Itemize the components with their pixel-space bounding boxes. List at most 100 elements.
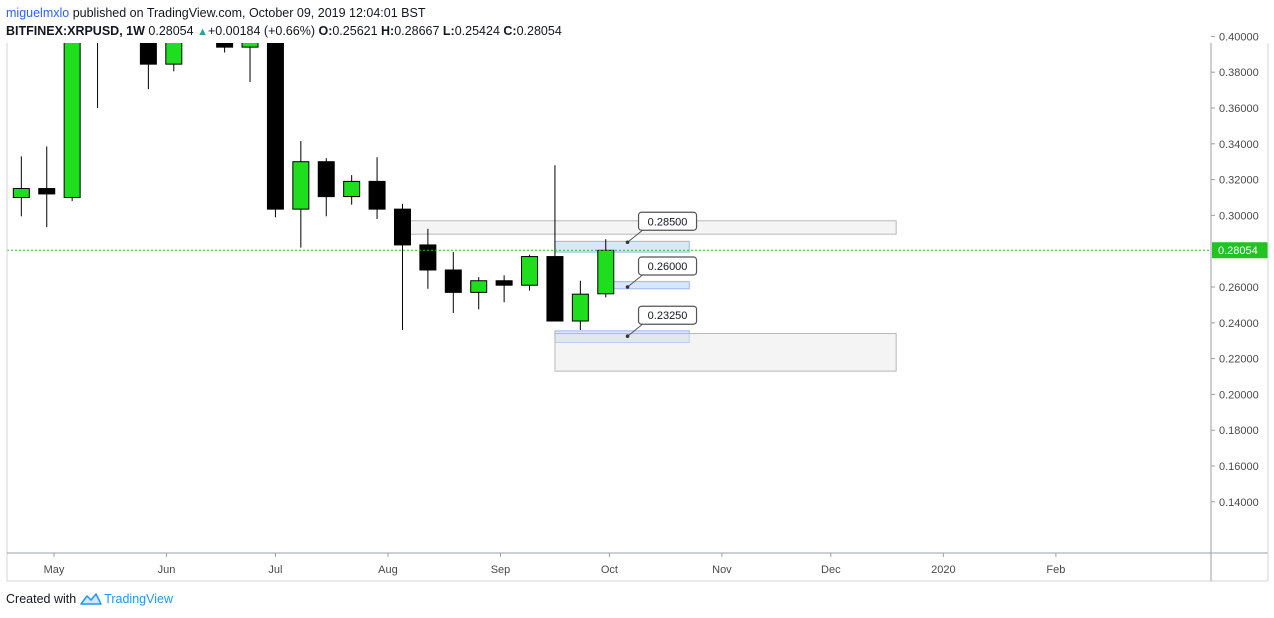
candle-body <box>216 43 234 48</box>
price-tick-label: 0.24000 <box>1219 318 1259 330</box>
price-change: +0.00184 (+0.66%) <box>207 24 315 38</box>
candle-body <box>12 188 30 199</box>
time-tick-label: Nov <box>712 564 732 576</box>
candle-body <box>292 161 310 210</box>
candle <box>216 43 234 53</box>
candle-body <box>495 280 513 286</box>
created-with-label: Created with <box>6 592 77 606</box>
time-tick-label: Feb <box>1046 564 1065 576</box>
callout-box <box>637 256 698 276</box>
candle <box>470 277 488 310</box>
callout-label: 0.26000 <box>648 261 688 273</box>
price-tick-label: 0.40000 <box>1219 31 1259 43</box>
candle <box>597 239 615 298</box>
candle-body <box>63 43 81 198</box>
candle <box>38 146 56 228</box>
last-price: 0.28054 <box>148 24 194 38</box>
author-link[interactable]: miguelmxlo <box>6 6 70 20</box>
price-tick-label: 0.22000 <box>1219 354 1259 366</box>
last-price-tag <box>1212 242 1268 259</box>
candle <box>165 43 183 72</box>
callout-label: 0.28500 <box>648 216 688 228</box>
candle <box>90 10 106 108</box>
price-tick-label: 0.32000 <box>1219 175 1259 187</box>
candle <box>444 252 462 313</box>
attribution: Created with TradingView <box>6 592 173 606</box>
price-tick-label: 0.16000 <box>1219 461 1259 473</box>
time-axis: May Jun Jul Aug Sep Oct Nov Dec 2020 Feb <box>44 553 1065 576</box>
callout-box <box>637 305 698 325</box>
candle <box>571 280 589 330</box>
callout-anchor <box>625 240 630 245</box>
candle-body <box>470 280 488 293</box>
chart-header: miguelmxlo published on TradingView.com,… <box>6 4 562 41</box>
up-arrow-icon: ▲ <box>197 26 208 38</box>
close-label: C: <box>503 24 517 38</box>
support-resistance-zone <box>554 333 897 372</box>
candle <box>292 141 310 248</box>
ohlc-line: BITFINEX:XRPUSD, 1W 0.28054 ▲+0.00184 (+… <box>6 22 562 41</box>
symbol-label: BITFINEX:XRPUSD <box>6 24 120 38</box>
candle-body <box>571 293 589 322</box>
candle-body <box>521 256 539 286</box>
tradingview-link[interactable]: TradingView <box>104 592 173 606</box>
callout-anchor <box>625 334 630 339</box>
last-price-layer: 0.28054 <box>7 242 1268 259</box>
candle <box>521 254 539 291</box>
candle-body <box>266 43 284 210</box>
candle-body <box>419 244 437 271</box>
candle-body <box>115 10 131 21</box>
price-tick-label: 0.14000 <box>1219 497 1259 509</box>
candle <box>139 43 157 90</box>
candle <box>393 203 411 330</box>
time-tick-label: Jun <box>158 564 176 576</box>
candle <box>343 175 361 205</box>
price-callout: 0.28500 <box>625 211 698 245</box>
time-tick-label: May <box>44 564 65 576</box>
price-tick-label: 0.38000 <box>1219 67 1259 79</box>
candle <box>546 165 564 322</box>
open-value: 0.25621 <box>332 24 378 38</box>
candle <box>495 275 513 303</box>
price-tick-label: 0.26000 <box>1219 282 1259 294</box>
candles-layer <box>12 10 615 330</box>
candle-body <box>546 256 564 322</box>
last-price-label: 0.28054 <box>1218 245 1258 257</box>
price-tick-label: 0.34000 <box>1219 139 1259 151</box>
chart-frame <box>6 43 1269 582</box>
price-axis: 0.40000 0.38000 0.36000 0.34000 0.32000 0.300… <box>1211 31 1259 509</box>
time-tick-label: 2020 <box>931 564 955 576</box>
callout-box <box>637 211 698 231</box>
candle <box>241 43 259 83</box>
plot-area <box>7 43 1211 553</box>
publish-line: miguelmxlo published on TradingView.com,… <box>6 4 562 22</box>
candle-body <box>368 180 386 210</box>
candle <box>266 43 284 218</box>
callout-anchor <box>625 285 630 289</box>
candle-body <box>343 180 361 198</box>
price-callout: 0.23250 <box>625 305 698 339</box>
candle <box>419 228 437 289</box>
candlestick-chart[interactable]: 0.28054 0.28500 0.26000 0.23250 0.40000 0.3… <box>0 0 1274 586</box>
callout-label: 0.23250 <box>648 310 688 322</box>
candle <box>317 158 335 217</box>
callouts-layer: 0.28500 0.26000 0.23250 <box>625 211 698 339</box>
candle-body <box>165 43 183 65</box>
candle-body <box>90 10 106 21</box>
time-tick-label: Sep <box>491 564 511 576</box>
candle-body <box>597 249 615 295</box>
candle-body <box>139 43 157 65</box>
candle <box>63 43 81 202</box>
zones-layer <box>401 220 897 372</box>
callout-pointer <box>627 274 643 288</box>
time-tick-label: Aug <box>378 564 398 576</box>
price-tick-label: 0.20000 <box>1219 389 1259 401</box>
candle-body <box>38 188 56 195</box>
high-value: 0.28667 <box>394 24 440 38</box>
close-value: 0.28054 <box>516 24 562 38</box>
price-tick-label: 0.30000 <box>1219 210 1259 222</box>
high-label: H: <box>381 24 395 38</box>
low-value: 0.25424 <box>454 24 500 38</box>
candle <box>115 10 131 37</box>
price-callout: 0.26000 <box>625 256 698 289</box>
